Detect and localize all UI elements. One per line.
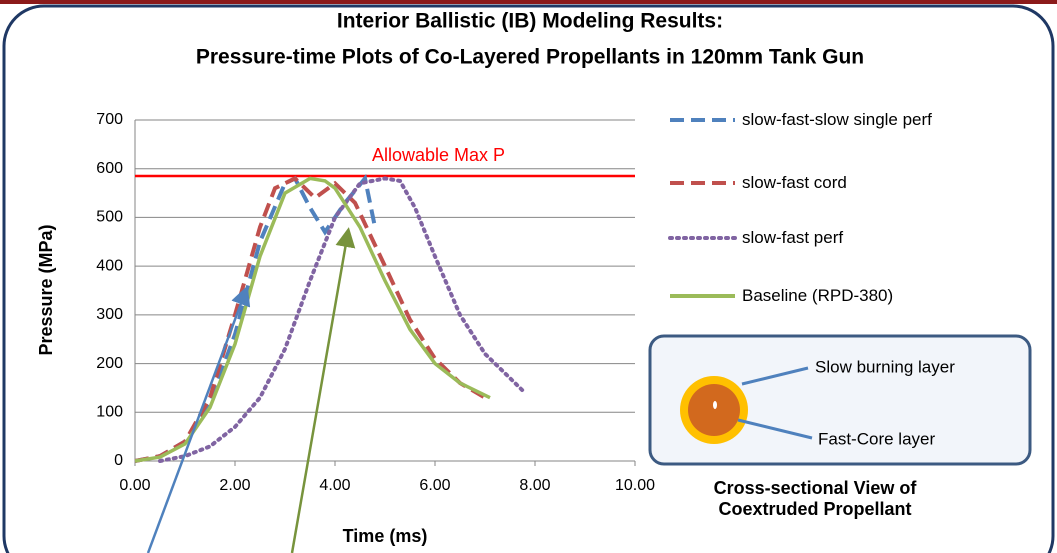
- series-line: [134, 173, 377, 463]
- core-layer: [688, 384, 740, 436]
- inset-label: Fast-Core layer: [818, 429, 935, 448]
- y-tick-label: 100: [96, 404, 123, 421]
- inset-arrow: [741, 366, 809, 386]
- x-tick-label: 2.00: [219, 477, 250, 494]
- x-tick-label: 4.00: [319, 477, 350, 494]
- y-tick-label: 400: [96, 257, 123, 274]
- legend-label: Baseline (RPD-380): [742, 286, 894, 305]
- x-tick-label: 10.00: [615, 477, 655, 494]
- x-tick-label: 6.00: [419, 477, 450, 494]
- legend-label: slow-fast-slow single perf: [742, 110, 932, 129]
- y-tick-label: 300: [96, 306, 123, 323]
- x-tick-label: 8.00: [519, 477, 550, 494]
- x-tick-label: 0.00: [119, 477, 150, 494]
- y-tick-label: 700: [96, 111, 123, 128]
- y-tick-label: 200: [96, 355, 123, 372]
- perforation: [713, 401, 717, 409]
- y-axis-label: Pressure (MPa): [36, 224, 56, 355]
- inset-label: Slow burning layer: [815, 357, 955, 376]
- y-tick-label: 600: [96, 160, 123, 177]
- max-line-label: Allowable Max P: [372, 145, 505, 165]
- chart-title: Interior Ballistic (IB) Modeling Results…: [337, 10, 723, 33]
- inset-box: [648, 334, 1032, 466]
- series-line: [158, 176, 527, 463]
- y-tick-label: 500: [96, 209, 123, 226]
- series-line: [134, 176, 491, 463]
- chart-subtitle: Pressure-time Plots of Co-Layered Propel…: [196, 46, 864, 69]
- series-line: [134, 176, 487, 463]
- y-tick-label: 0: [114, 452, 123, 469]
- x-axis-label: Time (ms): [343, 526, 428, 546]
- pointer-arrow: [146, 285, 251, 553]
- legend-label: slow-fast perf: [742, 228, 844, 247]
- pointer-arrow: [290, 227, 356, 553]
- inset-arrow: [737, 418, 813, 440]
- frame: [2, 4, 1055, 553]
- inset-caption: Cross-sectional View of Coextruded Prope…: [713, 478, 917, 519]
- legend-label: slow-fast cord: [742, 173, 847, 192]
- top-band: [0, 0, 1057, 4]
